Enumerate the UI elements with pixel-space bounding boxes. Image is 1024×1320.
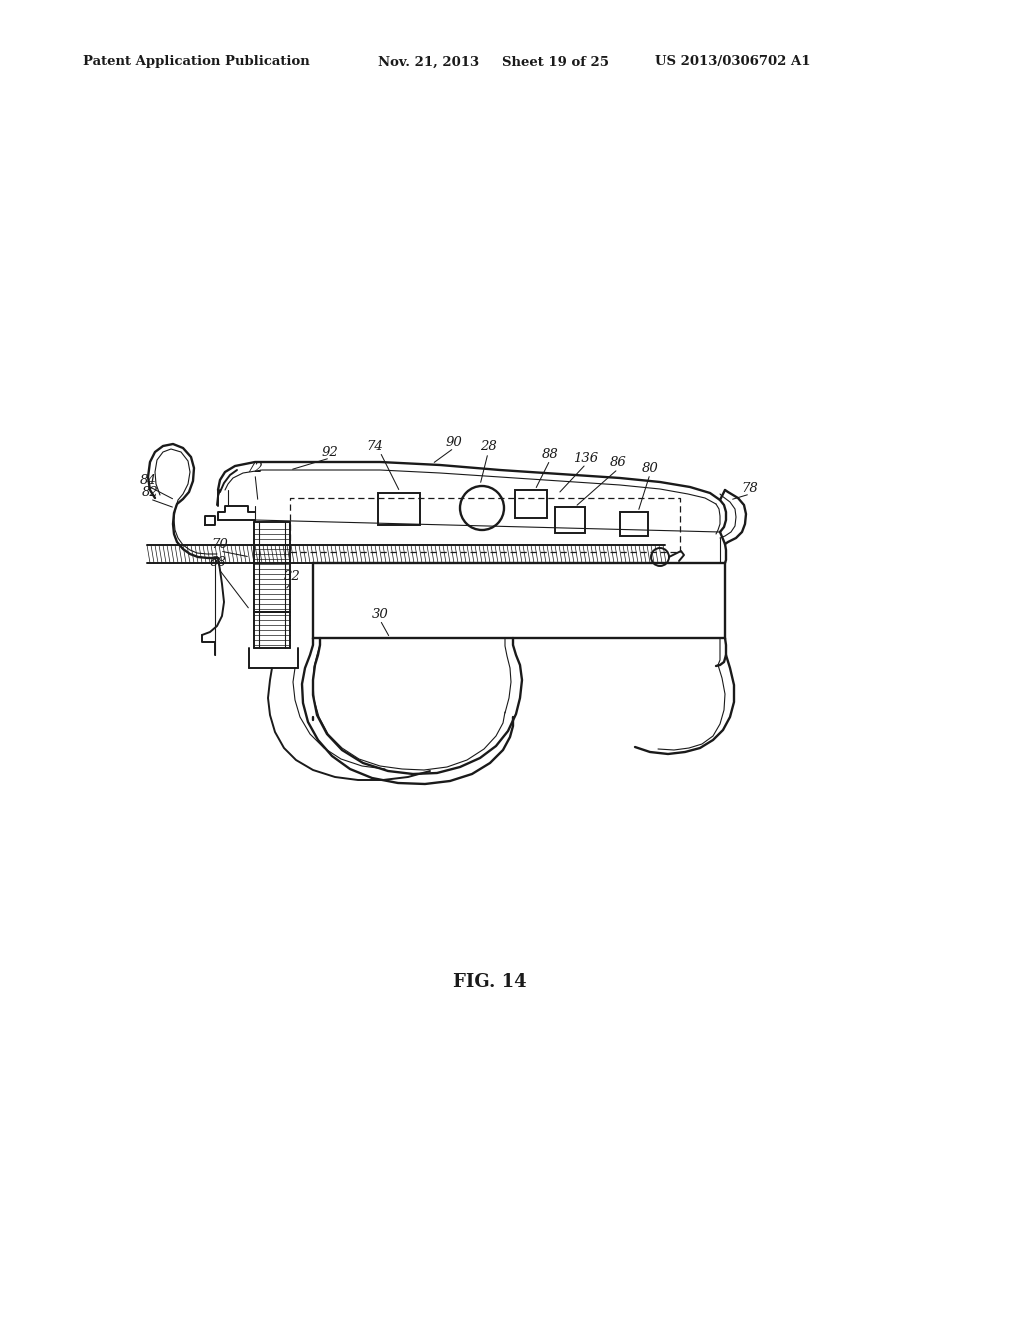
Text: 74: 74 [367,440,383,453]
Text: 88: 88 [542,447,558,461]
Text: 82: 82 [141,487,159,499]
Text: 70: 70 [212,539,228,552]
Bar [378,492,420,525]
Text: 32: 32 [284,569,300,582]
Text: 80: 80 [642,462,658,474]
Text: US 2013/0306702 A1: US 2013/0306702 A1 [655,55,811,69]
Text: FIG. 14: FIG. 14 [454,973,526,991]
Text: Nov. 21, 2013: Nov. 21, 2013 [378,55,479,69]
Text: 30: 30 [372,607,388,620]
Text: 28: 28 [479,441,497,454]
Text: 90: 90 [445,436,463,449]
Text: Sheet 19 of 25: Sheet 19 of 25 [502,55,609,69]
Text: 78: 78 [741,482,759,495]
Text: 84: 84 [139,474,157,487]
Bar [555,507,585,533]
Text: 92: 92 [322,446,338,458]
Text: Patent Application Publication: Patent Application Publication [83,55,309,69]
Bar [313,564,725,638]
Text: 68: 68 [210,556,226,569]
Bar [620,512,648,536]
Bar [515,490,547,517]
Text: 136: 136 [573,451,599,465]
Text: 86: 86 [609,457,627,470]
Text: 72: 72 [247,462,263,474]
